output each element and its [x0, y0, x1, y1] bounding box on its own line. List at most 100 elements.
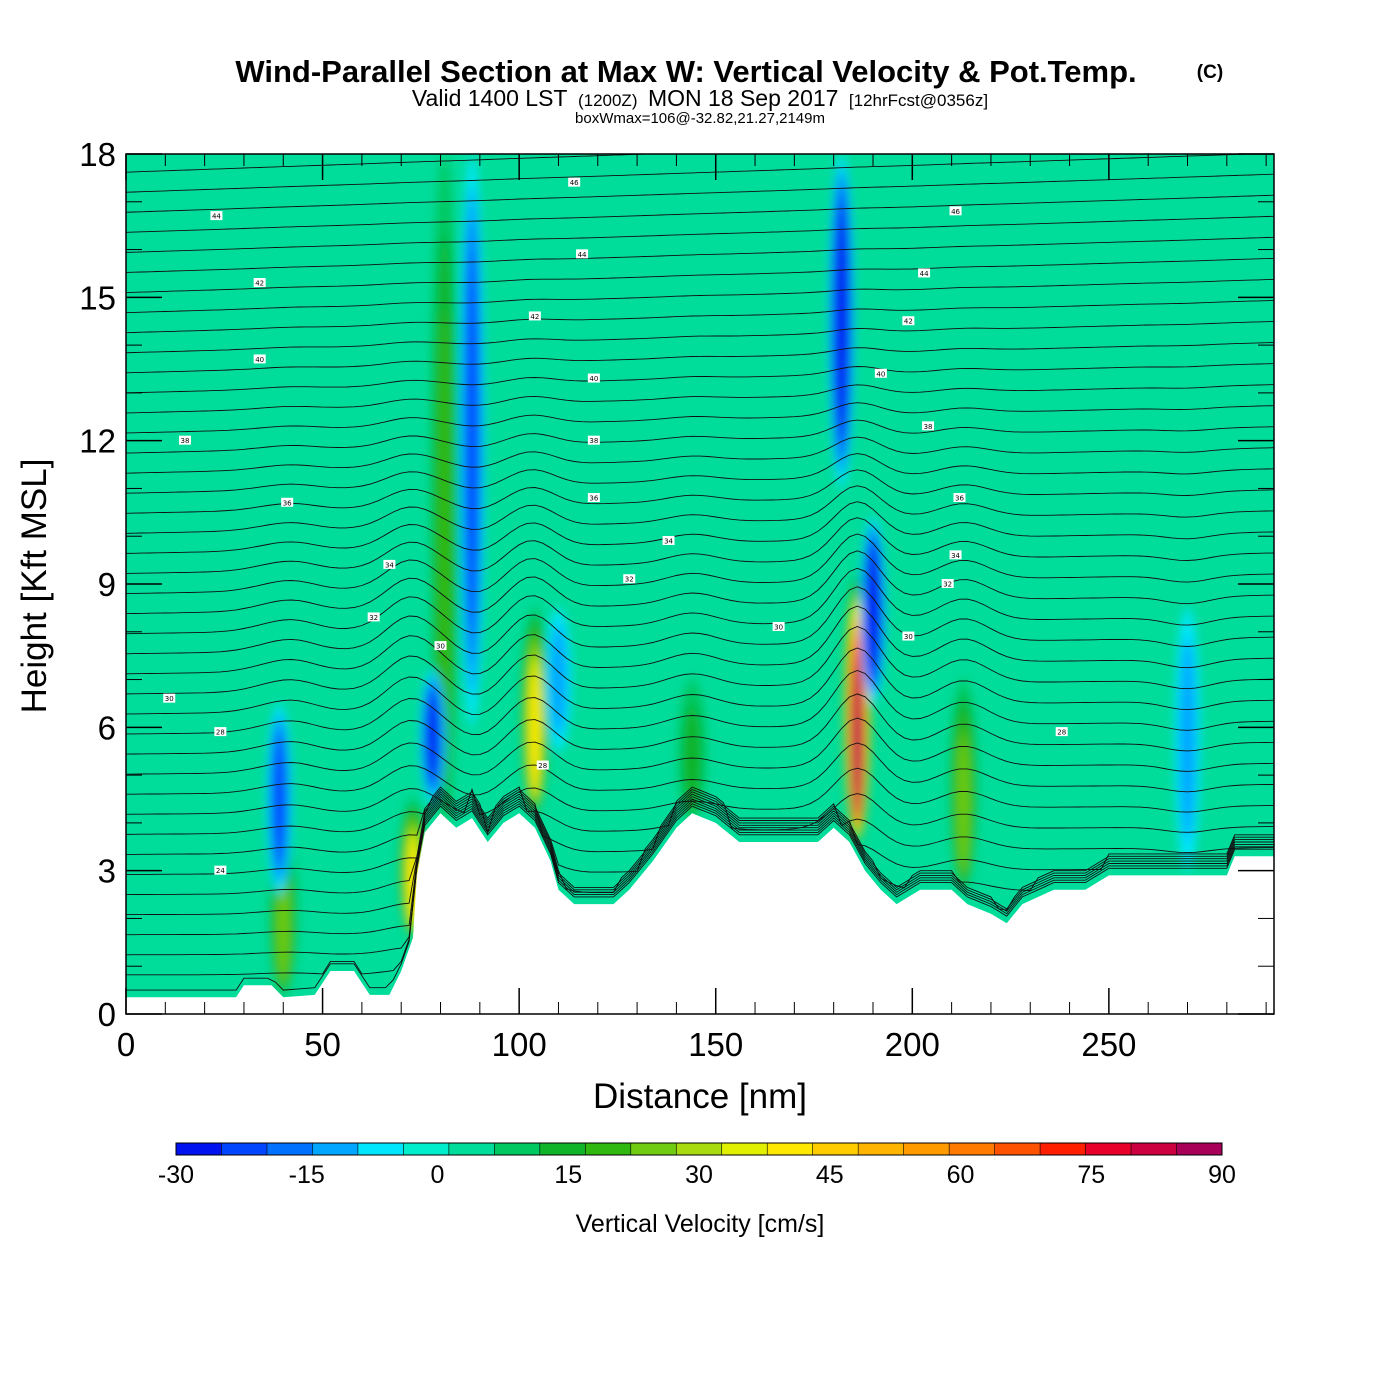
x-tick-label: 50 — [304, 1026, 341, 1063]
theta-contour — [126, 501, 1274, 554]
updraft-level — [683, 704, 701, 816]
contour-label-text: 44 — [212, 213, 221, 221]
theta-contour — [126, 154, 660, 173]
theta-contour — [126, 173, 1274, 213]
colorbar-tick-label: 60 — [947, 1161, 975, 1189]
contour-label-box — [434, 641, 447, 651]
contour-label-box — [902, 631, 915, 641]
colorbar-swatch — [357, 1143, 404, 1155]
contour-label-text: 32 — [943, 581, 952, 589]
theta-contour — [126, 670, 1274, 736]
y-tick-label: 3 — [98, 853, 116, 890]
potential-temperature-contours — [126, 154, 1274, 991]
updraft-level — [530, 668, 540, 795]
contour-label-text: 28 — [216, 729, 225, 737]
theta-contour — [126, 693, 1274, 756]
contour-label: 34 — [949, 550, 962, 560]
contour-label-box — [210, 211, 223, 221]
contour-label-text: 36 — [589, 495, 598, 503]
contour-label-text: 32 — [369, 614, 378, 622]
contour-label: 42 — [253, 278, 266, 288]
contour-label-box — [528, 311, 541, 321]
copyright-mark: (C) — [1197, 62, 1223, 83]
terrain — [126, 813, 1274, 1014]
colorbar-tick-label: 15 — [554, 1161, 582, 1189]
contour-label: 30 — [902, 631, 915, 641]
downdraft-cell — [419, 670, 446, 804]
colorbar-swatch — [676, 1143, 723, 1155]
contour-label-text: 46 — [570, 179, 579, 187]
downdraft-level — [550, 624, 567, 736]
theta-contour — [126, 278, 1274, 314]
contour-label: 30 — [772, 622, 785, 632]
contour-label-box — [623, 574, 636, 584]
downdraft-level — [836, 216, 847, 426]
colorbar-tick-label: 75 — [1077, 1161, 1105, 1189]
colorbar-swatch — [1176, 1143, 1223, 1155]
y-tick-label: 12 — [79, 423, 116, 460]
x-tick-label: 100 — [492, 1026, 547, 1063]
contour-label-text: 28 — [538, 762, 547, 770]
contour-label-box — [214, 865, 227, 875]
downdraft-level — [868, 552, 878, 669]
contour-label-text: 46 — [951, 208, 960, 216]
theta-contour — [126, 453, 1274, 494]
contour-label-text: 42 — [904, 318, 913, 326]
theta-contour — [126, 215, 1274, 253]
contour-label-box — [949, 550, 962, 560]
contour-label: 34 — [383, 559, 396, 569]
valid-utc: (1200Z) — [578, 91, 638, 110]
updraft-level — [957, 733, 970, 874]
colorbar-swatch — [630, 1143, 677, 1155]
downdraft-level — [273, 735, 285, 863]
colorbar-swatch — [312, 1143, 359, 1155]
contour-label-box — [1055, 727, 1068, 737]
colorbar-swatch — [858, 1143, 905, 1155]
contour-label: 38 — [178, 435, 191, 445]
theta-contour — [126, 485, 1274, 534]
y-tick-label: 0 — [98, 996, 116, 1033]
updraft-cell — [520, 607, 549, 814]
contour-label-box — [568, 177, 581, 187]
colorbar-tick-label: 90 — [1208, 1161, 1236, 1189]
contour-label-box — [874, 368, 887, 378]
x-axis-label: Distance [nm] — [593, 1077, 807, 1116]
theta-contour — [126, 795, 1274, 916]
contour-label-box — [587, 493, 600, 502]
contour-label-box — [214, 727, 227, 737]
contour-label: 32 — [367, 612, 380, 622]
x-tick-label: 0 — [117, 1026, 135, 1063]
updraft-cell — [949, 679, 978, 890]
contour-label-text: 34 — [385, 561, 394, 569]
colorbar-swatch — [994, 1143, 1041, 1155]
theta-contour — [126, 194, 1274, 233]
contour-label: 46 — [949, 206, 962, 216]
contour-label-text: 40 — [589, 375, 598, 383]
downdraft-cell — [860, 517, 886, 704]
valid-prefix: Valid 1400 LST — [412, 85, 568, 111]
contour-label-box — [383, 559, 396, 569]
updraft-level — [277, 874, 290, 983]
contour-label-box — [662, 536, 675, 545]
theta-contour — [126, 402, 1274, 434]
valid-date: MON 18 Sep 2017 — [648, 85, 839, 111]
contour-label: 42 — [528, 311, 541, 321]
contour-label-text: 36 — [955, 495, 964, 503]
contour-label: 42 — [902, 316, 915, 326]
theta-contour — [126, 236, 1274, 273]
contour-label-text: 40 — [876, 370, 885, 378]
colorbar-tick-label: 45 — [816, 1161, 844, 1189]
y-axis-label: Height [Kft MSL] — [15, 459, 54, 714]
updraft-level — [853, 660, 861, 816]
contour-label-text: 30 — [904, 633, 913, 641]
contour-label-text: 40 — [255, 356, 264, 364]
downdraft-cell — [266, 703, 293, 895]
colorbar-swatch — [1040, 1143, 1087, 1155]
contour-label-box — [253, 354, 266, 364]
colorbar-frame — [175, 1142, 1223, 1156]
theta-contour — [126, 299, 1274, 334]
contour-label: 30 — [434, 641, 447, 651]
contour-label-box — [587, 373, 600, 383]
colorbar: -30 -15 0 15 30 45 60 75 90 — [158, 1142, 1236, 1189]
